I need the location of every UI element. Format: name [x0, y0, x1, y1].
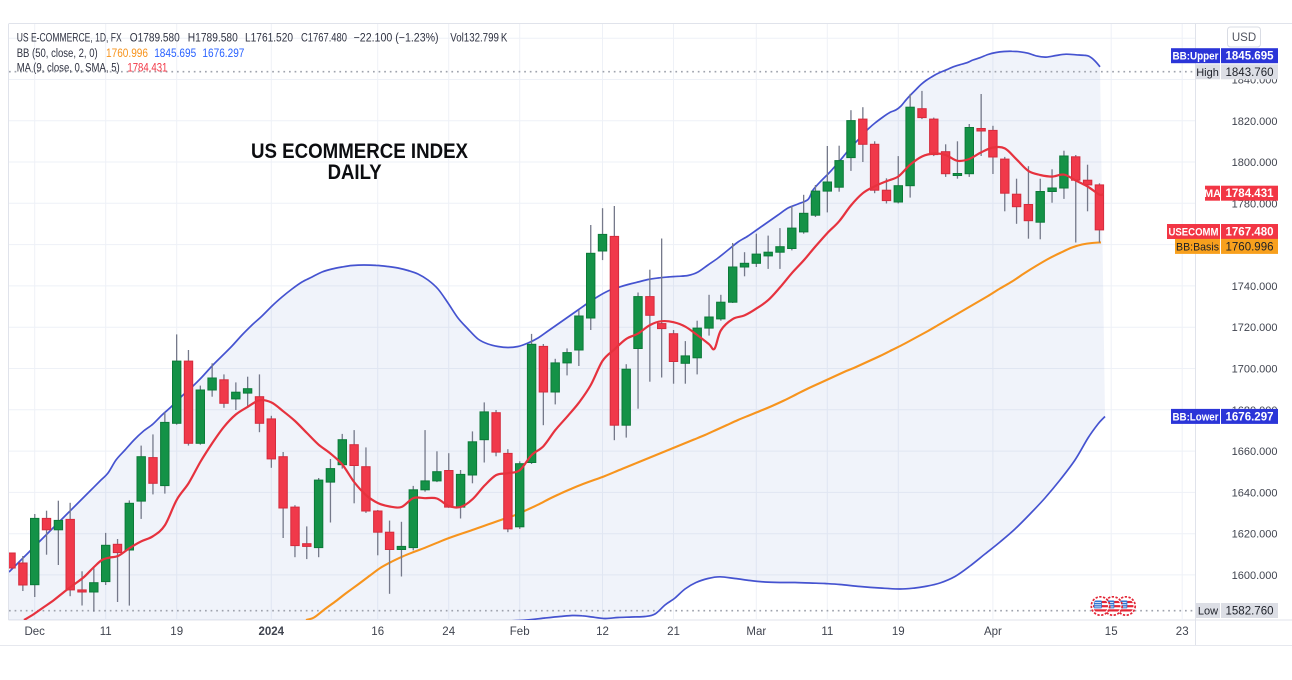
svg-text:12: 12 [596, 626, 609, 638]
svg-text:MA (9, close, 0, SMA, 5): MA (9, close, 0, SMA, 5) [17, 63, 120, 75]
svg-text:1767.480: 1767.480 [1226, 227, 1274, 239]
svg-text:11: 11 [821, 626, 833, 638]
svg-text:−22.100 (−1.23%): −22.100 (−1.23%) [354, 33, 439, 45]
svg-text:BB:Basis: BB:Basis [1176, 241, 1219, 253]
svg-text:US ECOMMERCE INDEX: US ECOMMERCE INDEX [251, 139, 469, 163]
svg-text:MA: MA [1204, 188, 1221, 200]
svg-text:1784.431: 1784.431 [1226, 188, 1275, 200]
svg-text:Feb: Feb [510, 626, 530, 638]
svg-text:24: 24 [442, 626, 455, 638]
svg-text:1600.000: 1600.000 [1232, 570, 1278, 582]
svg-text:1640.000: 1640.000 [1232, 487, 1278, 499]
svg-text:US E-COMMERCE, 1D, FX: US E-COMMERCE, 1D, FX [17, 33, 122, 45]
svg-text:Vol132.799 K: Vol132.799 K [450, 33, 507, 45]
svg-text:21: 21 [667, 626, 680, 638]
svg-text:1676.297: 1676.297 [1226, 411, 1274, 423]
svg-text:1820.000: 1820.000 [1232, 116, 1278, 128]
svg-text:BB (50, close, 2, 0): BB (50, close, 2, 0) [17, 48, 98, 60]
svg-text:1845.695: 1845.695 [1226, 51, 1275, 63]
svg-text:USECOMM: USECOMM [1169, 227, 1219, 239]
svg-text:1843.760: 1843.760 [1226, 67, 1274, 79]
svg-text:Mar: Mar [746, 626, 766, 638]
svg-text:L1761.520: L1761.520 [245, 33, 293, 45]
svg-text:Low: Low [1198, 606, 1218, 618]
svg-text:19: 19 [892, 626, 905, 638]
svg-text:1784.431: 1784.431 [127, 63, 167, 75]
svg-text:1720.000: 1720.000 [1232, 322, 1278, 334]
svg-text:1700.000: 1700.000 [1232, 364, 1278, 376]
svg-text:BB:Upper: BB:Upper [1173, 51, 1220, 63]
svg-text:Dec: Dec [24, 626, 45, 638]
svg-text:1760.996: 1760.996 [106, 48, 148, 60]
svg-text:1760.996: 1760.996 [1226, 241, 1274, 253]
svg-text:11: 11 [100, 626, 112, 638]
svg-text:H1789.580: H1789.580 [188, 33, 238, 45]
svg-text:High: High [1196, 67, 1219, 79]
svg-text:1582.760: 1582.760 [1226, 606, 1274, 618]
svg-text:C1767.480: C1767.480 [301, 33, 347, 45]
svg-text:19: 19 [170, 626, 183, 638]
svg-text:1740.000: 1740.000 [1232, 281, 1278, 293]
svg-text:Apr: Apr [984, 626, 1002, 638]
svg-text:1676.297: 1676.297 [202, 48, 244, 60]
svg-text:1780.000: 1780.000 [1232, 198, 1278, 210]
svg-text:1620.000: 1620.000 [1232, 529, 1278, 541]
svg-text:1845.695: 1845.695 [154, 48, 196, 60]
svg-text:2024: 2024 [259, 626, 285, 638]
svg-text:16: 16 [371, 626, 384, 638]
svg-text:1660.000: 1660.000 [1232, 446, 1278, 458]
svg-text:BB:Lower: BB:Lower [1173, 411, 1220, 423]
svg-text:USD: USD [1232, 32, 1256, 44]
svg-text:O1789.580: O1789.580 [130, 33, 180, 45]
svg-text:15: 15 [1105, 626, 1118, 638]
svg-text:23: 23 [1176, 626, 1189, 638]
svg-text:DAILY: DAILY [328, 160, 382, 184]
svg-text:1800.000: 1800.000 [1232, 157, 1278, 169]
